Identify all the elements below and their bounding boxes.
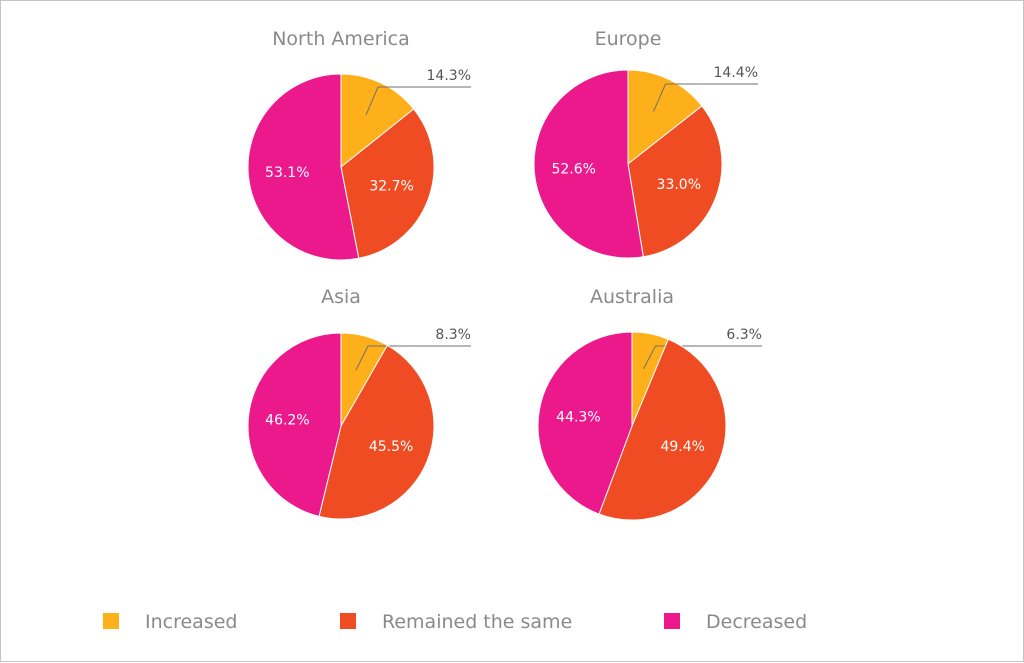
slice-label-europe-increased: 14.4% [714,65,758,81]
leader-line-north-america [365,86,471,116]
pie-slice-asia-decreased [247,332,342,517]
pie-title-europe: Europe [595,28,662,50]
legend-label-remained-the-same: Remained the same [382,611,572,633]
pie-slice-asia-remained-the-same [318,344,435,520]
pie-slice-north-america-increased [340,73,415,169]
legend-label-decreased: Decreased [706,611,807,633]
pie-slice-australia-remained-the-same [598,338,727,521]
slice-label-australia-increased: 6.3% [726,327,762,343]
legend-swatch-remained-the-same [340,613,356,629]
slice-label-north-america-remained-the-same: 32.7% [369,179,413,195]
leader-line-europe [653,83,758,112]
pie-title-asia: Asia [321,286,361,308]
slice-label-europe-remained-the-same: 33.0% [657,177,701,193]
slice-label-asia-decreased: 46.2% [265,413,309,429]
slice-label-north-america-increased: 14.3% [427,68,471,84]
slice-label-europe-decreased: 52.6% [551,161,595,177]
leader-line-australia [643,345,762,370]
pie-title-north-america: North America [272,28,410,50]
legend-swatch-increased [103,613,119,629]
pie-slice-europe-decreased [533,69,644,259]
leader-line-asia [355,345,471,371]
pie-slice-north-america-decreased [247,73,360,261]
legend-label-increased: Increased [145,611,237,633]
slice-label-asia-increased: 8.3% [435,327,471,343]
pie-title-australia: Australia [590,286,674,308]
pie-slice-europe-remained-the-same [627,105,723,258]
slice-label-asia-remained-the-same: 45.5% [369,439,413,455]
slice-label-australia-decreased: 44.3% [556,409,600,425]
pie-slice-europe-increased [627,69,703,166]
legend-swatch-decreased [664,613,680,629]
slice-label-north-america-decreased: 53.1% [265,165,309,181]
slice-label-australia-remained-the-same: 49.4% [660,439,704,455]
pie-slice-australia-decreased [537,331,633,515]
pie-slice-north-america-remained-the-same [340,108,435,259]
